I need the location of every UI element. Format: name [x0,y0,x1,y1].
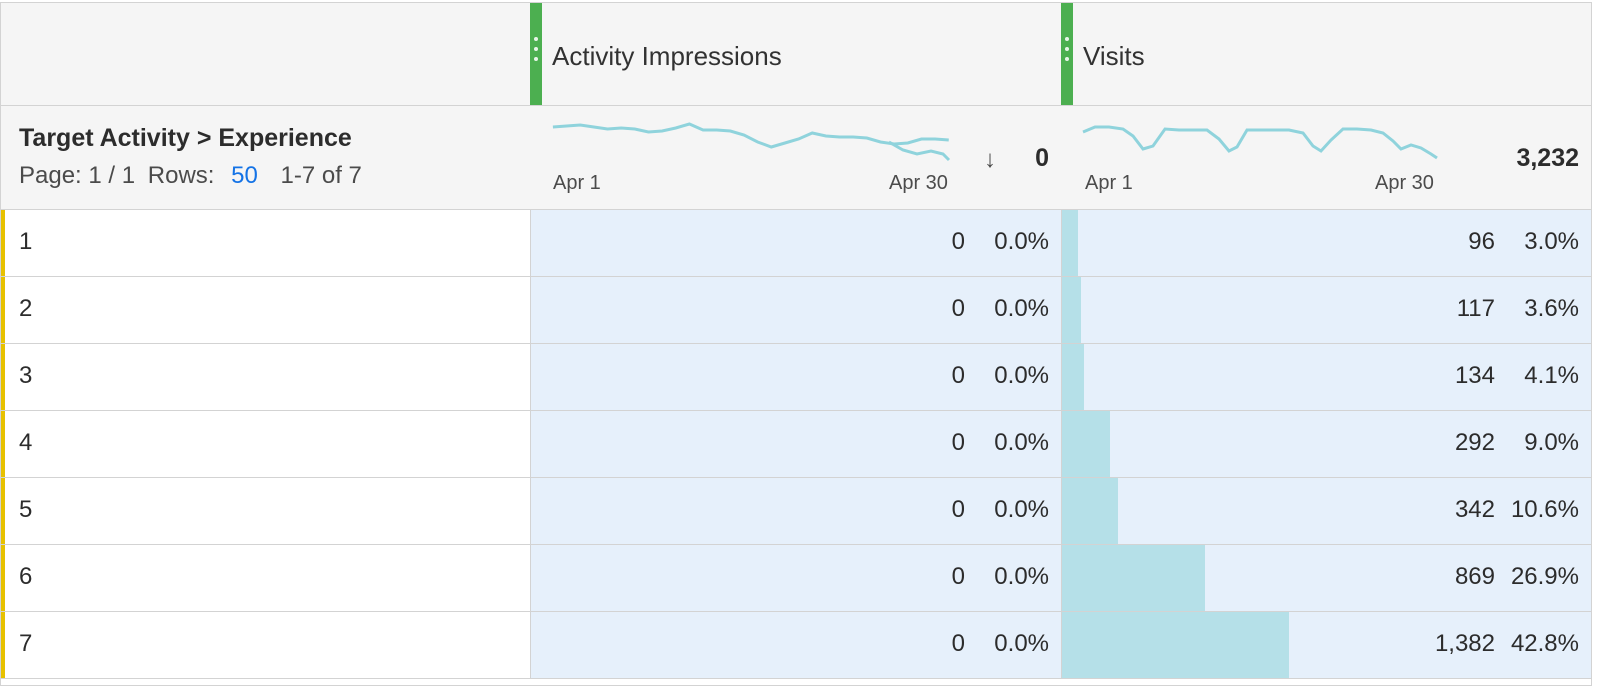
visits-share-bar [1062,344,1084,410]
pagination: Page: 1 / 1 Rows: 50 1-7 of 7 [19,162,362,190]
cell-activity-impressions[interactable]: 0 0.0% [530,344,1061,410]
cell-value: 1,382 [1434,630,1495,657]
column-drag-handle[interactable] [530,3,542,105]
cell-percent: 0.0% [994,362,1049,389]
table-header: Activity Impressions Visits [1,3,1591,106]
cell-percent: 42.8% [1510,630,1579,657]
cell-value: 0 [951,295,965,322]
row-marker [1,478,5,544]
cell-activity-impressions[interactable]: 0 0.0% [530,545,1061,611]
cell-activity-impressions[interactable]: 0 0.0% [530,411,1061,477]
sparkline-start-date: Apr 1 [1085,172,1133,194]
cell-value: 342 [1454,496,1495,523]
rows-label: Rows: [147,162,215,189]
dimension-title: Target Activity > Experience [19,124,352,152]
sort-descending-icon[interactable]: ↓ [984,146,996,173]
cell-percent: 9.0% [1524,429,1579,456]
cell-percent: 0.0% [994,295,1049,322]
redacted-label [33,210,511,276]
cell-visits[interactable]: 134 4.1% [1061,344,1591,410]
column-title: Visits [1083,41,1145,71]
cell-value: 117 [1456,295,1495,322]
cell-value: 869 [1454,563,1495,590]
row-index: 3 [19,362,33,389]
cell-activity-impressions[interactable]: 0 0.0% [530,612,1061,678]
row-index: 2 [19,295,33,322]
column-header-visits[interactable]: Visits [1061,3,1591,105]
redacted-label [33,344,511,410]
redacted-label [33,612,511,678]
cell-visits[interactable]: 869 26.9% [1061,545,1591,611]
column-header-activity-impressions[interactable]: Activity Impressions [530,3,1061,105]
row-range: 1-7 of 7 [280,162,362,189]
visits-share-bar [1062,545,1205,611]
cell-percent: 0.0% [994,630,1049,657]
row-marker [1,344,5,410]
cell-visits[interactable]: 292 9.0% [1061,411,1591,477]
column-total-visits: 3,232 [1516,144,1579,172]
cell-activity-impressions[interactable]: 0 0.0% [530,277,1061,343]
row-marker [1,277,5,343]
cell-percent: 3.0% [1524,228,1579,255]
cell-percent: 0.0% [994,496,1049,523]
rows-per-page-link[interactable]: 50 [231,162,258,189]
redacted-label [33,478,511,544]
table-row[interactable]: 5 0 0.0% 342 10.6% [1,478,1591,545]
sparkline-end-date: Apr 30 [1375,172,1434,194]
cell-percent: 10.6% [1510,496,1579,523]
cell-activity-impressions[interactable]: 0 0.0% [530,478,1061,544]
cell-value: 292 [1454,429,1495,456]
row-marker [1,210,5,276]
cell-percent: 0.0% [994,228,1049,255]
row-index: 4 [19,429,33,456]
column-title: Activity Impressions [552,41,782,71]
cell-percent: 3.6% [1524,295,1579,322]
table-row[interactable]: 7. 0 0.0% 1,382 42.8% [1,612,1591,679]
row-marker [1,545,5,611]
visits-share-bar [1062,478,1119,544]
cell-visits[interactable]: 96 3.0% [1061,210,1591,276]
visits-share-bar [1062,612,1289,678]
row-index: 6 [19,563,33,590]
column-total-activity-impressions: 0 [1035,144,1049,172]
cell-value: 134 [1454,362,1495,389]
column-drag-handle[interactable] [1061,3,1073,105]
cell-value: 0 [951,362,965,389]
redacted-label [33,545,511,611]
cell-visits[interactable]: 342 10.6% [1061,478,1591,544]
cell-value: 0 [951,630,965,657]
cell-visits[interactable]: 117 3.6% [1061,277,1591,343]
row-index: 5 [19,496,33,523]
table-row[interactable]: 1. 0 0.0% 96 3.0% [1,210,1591,277]
summary-row: Target Activity > Experience Page: 1 / 1… [1,106,1591,210]
sparkline-start-date: Apr 1 [553,172,601,194]
table-row[interactable]: 3 0 0.0% 134 4.1% [1,344,1591,411]
cell-value: 0 [951,496,965,523]
cell-visits[interactable]: 1,382 42.8% [1061,612,1591,678]
cell-value: 0 [951,429,965,456]
visits-share-bar [1062,277,1082,343]
redacted-label [33,411,511,477]
visits-share-bar [1062,210,1078,276]
row-marker [1,612,5,678]
visits-share-bar [1062,411,1110,477]
sparkline-visits [1082,125,1438,160]
cell-percent: 26.9% [1510,563,1579,590]
cell-value: 96 [1468,228,1495,255]
cell-activity-impressions[interactable]: 0 0.0% [530,210,1061,276]
row-marker [1,411,5,477]
table-row[interactable]: 6 0 0.0% 869 26.9% [1,545,1591,612]
cell-percent: 0.0% [994,429,1049,456]
cell-percent: 0.0% [994,563,1049,590]
table-row[interactable]: 2 0 0.0% 117 3.6% [1,277,1591,344]
sparkline-activity-impressions [552,122,951,162]
cell-percent: 4.1% [1524,362,1579,389]
redacted-label [33,277,511,343]
sparkline-end-date: Apr 30 [889,172,948,194]
cell-value: 0 [951,228,965,255]
page-label: Page: 1 / 1 [19,162,136,189]
cell-value: 0 [951,563,965,590]
table-row[interactable]: 4 0 0.0% 292 9.0% [1,411,1591,478]
